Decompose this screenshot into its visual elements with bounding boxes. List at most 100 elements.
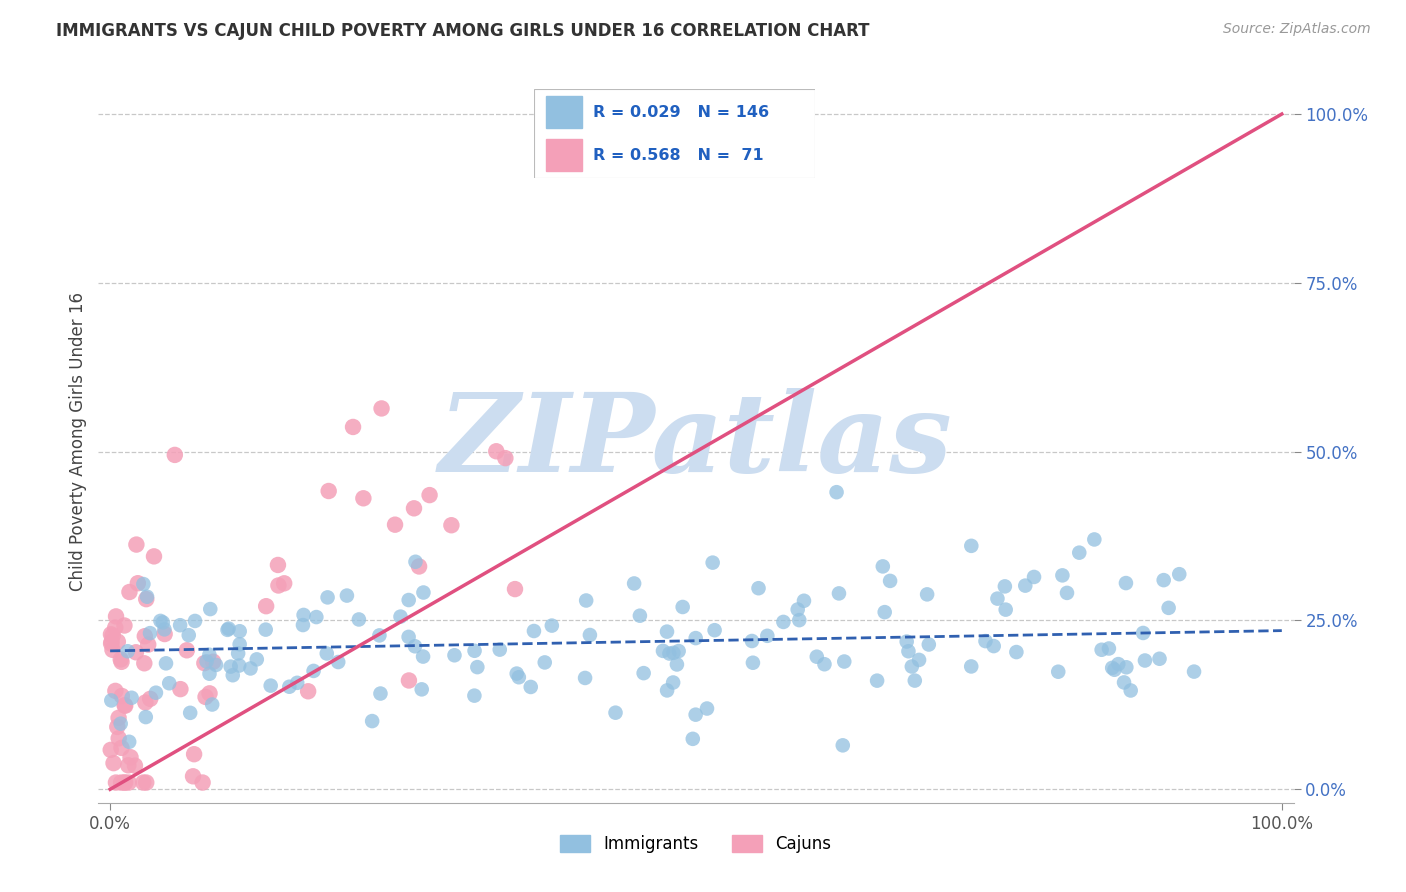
Point bbox=[1052, 568, 1074, 582]
Point bbox=[267, 558, 290, 572]
Point bbox=[897, 644, 920, 658]
Point bbox=[135, 710, 157, 724]
Point bbox=[668, 644, 690, 658]
Point bbox=[658, 647, 681, 661]
Point bbox=[114, 775, 136, 789]
Point bbox=[605, 706, 627, 720]
Point bbox=[786, 602, 808, 616]
Point bbox=[623, 576, 645, 591]
Point bbox=[132, 577, 155, 591]
Point bbox=[1091, 642, 1114, 657]
Text: ZIPatlas: ZIPatlas bbox=[439, 388, 953, 495]
Point bbox=[152, 615, 174, 630]
Point bbox=[628, 608, 651, 623]
Point bbox=[772, 615, 794, 629]
Point bbox=[787, 613, 810, 627]
Point bbox=[114, 618, 136, 632]
Point bbox=[368, 628, 391, 642]
Point bbox=[135, 592, 157, 607]
Point bbox=[193, 656, 215, 670]
Point bbox=[183, 747, 205, 762]
Point bbox=[169, 682, 191, 697]
Point bbox=[370, 401, 392, 416]
Point bbox=[1119, 683, 1142, 698]
Point bbox=[105, 720, 128, 734]
Point bbox=[198, 666, 221, 681]
Point bbox=[100, 693, 122, 707]
Point bbox=[125, 538, 148, 552]
Point bbox=[866, 673, 889, 688]
Point bbox=[292, 607, 315, 622]
Point bbox=[494, 451, 516, 466]
Point bbox=[135, 775, 157, 789]
Point bbox=[104, 775, 127, 789]
Point bbox=[149, 614, 172, 628]
Point bbox=[872, 559, 894, 574]
Point bbox=[297, 684, 319, 698]
Point bbox=[228, 624, 250, 639]
Point bbox=[347, 612, 370, 626]
Point bbox=[1112, 675, 1135, 690]
Point bbox=[100, 637, 122, 651]
Point bbox=[1115, 576, 1137, 591]
Point bbox=[155, 657, 177, 671]
Point bbox=[228, 637, 250, 651]
Point bbox=[198, 686, 221, 700]
Point bbox=[202, 655, 225, 669]
Point bbox=[117, 644, 139, 658]
Point bbox=[685, 707, 707, 722]
Point bbox=[1149, 652, 1171, 666]
Point bbox=[201, 698, 224, 712]
Point bbox=[139, 626, 162, 640]
Point bbox=[110, 655, 132, 669]
Point bbox=[398, 673, 420, 688]
Point bbox=[260, 679, 283, 693]
Legend: Immigrants, Cajuns: Immigrants, Cajuns bbox=[554, 828, 838, 860]
Point bbox=[254, 623, 277, 637]
Point bbox=[104, 621, 127, 635]
Point bbox=[756, 629, 779, 643]
Text: IMMIGRANTS VS CAJUN CHILD POVERTY AMONG GIRLS UNDER 16 CORRELATION CHART: IMMIGRANTS VS CAJUN CHILD POVERTY AMONG … bbox=[56, 22, 870, 40]
Point bbox=[389, 609, 412, 624]
Point bbox=[226, 646, 249, 660]
Point bbox=[523, 624, 546, 638]
Point bbox=[1014, 579, 1036, 593]
Point bbox=[488, 642, 510, 657]
Point bbox=[467, 660, 489, 674]
Point bbox=[831, 739, 853, 753]
Point bbox=[194, 690, 217, 704]
Point bbox=[682, 731, 704, 746]
Point bbox=[136, 638, 159, 652]
Point bbox=[118, 775, 141, 789]
Point bbox=[405, 555, 427, 569]
Point bbox=[114, 698, 136, 713]
Point bbox=[169, 618, 191, 632]
Point bbox=[633, 666, 655, 681]
Point bbox=[1069, 546, 1091, 560]
Point bbox=[370, 687, 392, 701]
Point bbox=[1101, 661, 1123, 675]
Point bbox=[139, 691, 162, 706]
Point bbox=[105, 609, 128, 624]
Point bbox=[696, 701, 718, 715]
Point bbox=[198, 648, 221, 662]
Point bbox=[278, 680, 301, 694]
Point bbox=[806, 649, 828, 664]
Point bbox=[318, 483, 340, 498]
Point bbox=[336, 589, 359, 603]
Point bbox=[1132, 626, 1154, 640]
Point bbox=[132, 775, 155, 789]
Point bbox=[305, 610, 328, 624]
Point bbox=[101, 642, 124, 657]
Point bbox=[915, 587, 938, 601]
Point bbox=[181, 769, 204, 783]
Point bbox=[107, 731, 129, 746]
Point bbox=[742, 656, 765, 670]
Point bbox=[1153, 573, 1175, 587]
Point bbox=[579, 628, 602, 642]
Point bbox=[960, 659, 983, 673]
Point bbox=[402, 501, 425, 516]
Point bbox=[412, 649, 434, 664]
Point bbox=[703, 623, 725, 637]
Point bbox=[662, 675, 685, 690]
